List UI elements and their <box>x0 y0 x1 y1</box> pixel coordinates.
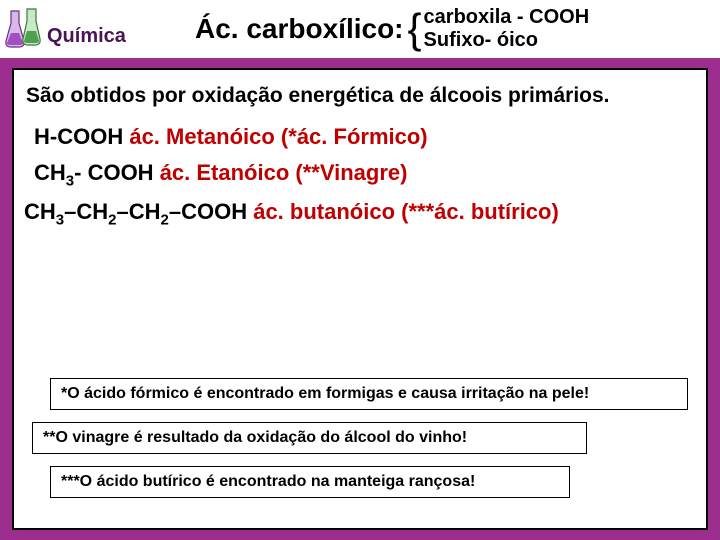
formula-3b: –CH <box>64 199 108 224</box>
example-line-3: CH3–CH2–CH2–COOH ác. butanóico (***ác. b… <box>22 199 698 228</box>
formula-2a: CH <box>34 160 66 185</box>
title-sub-group: carboxila - COOH Sufixo- óico <box>424 6 590 52</box>
title-sub-2: Sufixo- óico <box>424 29 590 52</box>
formula-3-sub1: 3 <box>56 212 64 229</box>
notes-area: *O ácido fórmico é encontrado em formiga… <box>32 378 688 510</box>
formula-3d: –COOH <box>169 199 247 224</box>
note-3: ***O ácido butírico é encontrado na mant… <box>50 466 570 498</box>
example-line-2: CH3- COOH ác. Etanóico (**Vinagre) <box>22 160 698 189</box>
name-2: ác. Etanóico (**Vinagre) <box>154 160 408 185</box>
formula-2-sub1: 3 <box>66 172 74 189</box>
brace-icon: { <box>408 9 422 49</box>
name-3: ác. butanóico (***ác. butírico) <box>247 199 559 224</box>
formula-2b: - COOH <box>74 160 153 185</box>
title-sub-1: carboxila - COOH <box>424 6 590 29</box>
note-1: *O ácido fórmico é encontrado em formiga… <box>50 378 688 410</box>
intro-text: São obtidos por oxidação energética de á… <box>22 84 698 108</box>
slide: Química Ác. carboxílico: { carboxila - C… <box>0 0 720 540</box>
example-line-1: H-COOH ác. Metanóico (*ác. Fórmico) <box>22 124 698 150</box>
formula-3c: –CH <box>116 199 160 224</box>
formula-3a: CH <box>24 199 56 224</box>
formula-1: H-COOH <box>34 124 123 149</box>
title-block: Ác. carboxílico: { carboxila - COOH Sufi… <box>195 6 589 52</box>
formula-3-sub3: 2 <box>161 212 169 229</box>
subject-label: Química <box>47 25 126 48</box>
content-panel: São obtidos por oxidação energética de á… <box>12 68 708 530</box>
name-1: ác. Metanóico (*ác. Fórmico) <box>123 124 427 149</box>
header-bar: Química Ác. carboxílico: { carboxila - C… <box>0 0 720 58</box>
logo-flasks-icon <box>0 0 45 58</box>
note-2: **O vinagre é resultado da oxidação do á… <box>32 422 587 454</box>
title-main: Ác. carboxílico: <box>195 13 404 45</box>
